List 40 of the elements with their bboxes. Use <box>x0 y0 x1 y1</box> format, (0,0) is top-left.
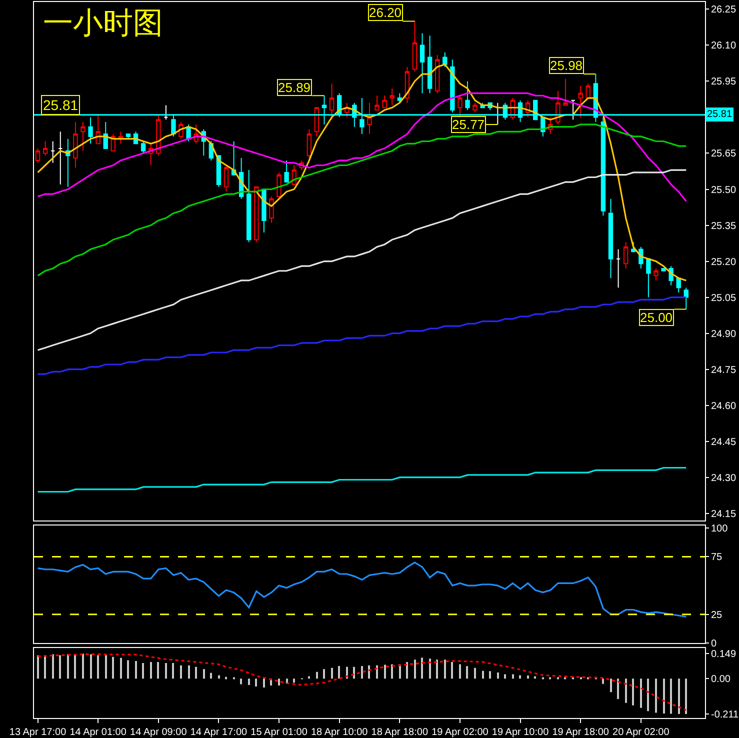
x-tick-label: 14 Apr 09:00 <box>130 727 188 738</box>
y-tick-label: 25 <box>711 610 723 621</box>
y-tick-label: 75 <box>711 552 723 564</box>
y-tick-label: 25.95 <box>711 76 736 88</box>
ref-line-label: 25.81 <box>43 97 78 113</box>
y-tick-label: 24.75 <box>711 364 736 376</box>
x-tick-label: 19 Apr 18:00 <box>552 727 610 738</box>
y-tick-label: 25.05 <box>711 292 736 304</box>
y-tick-label: 26.10 <box>711 40 736 52</box>
annotation: 26.20 <box>369 5 402 20</box>
y-tick-label: 0.149 <box>711 649 736 660</box>
x-tick-label: 19 Apr 02:00 <box>432 727 489 738</box>
y-tick-label: 25.50 <box>711 184 736 196</box>
x-tick-label: 18 Apr 18:00 <box>371 727 428 738</box>
y-tick-label: 26.25 <box>711 4 736 16</box>
y-tick-label: 100 <box>711 523 728 534</box>
y-tick-label: 24.30 <box>711 472 736 484</box>
y-tick-label: 25.65 <box>711 148 736 160</box>
x-tick-label: 14 Apr 01:00 <box>70 727 127 738</box>
annotation: 25.98 <box>550 58 583 73</box>
x-tick-label: 19 Apr 10:00 <box>492 727 550 738</box>
y-tick-label: -0.211 <box>711 709 739 720</box>
y-tick-label: 24.15 <box>711 508 736 520</box>
y-tick-label: 24.90 <box>711 328 736 340</box>
x-tick-label: 15 Apr 01:00 <box>250 727 308 738</box>
chart-title: 一小时图 <box>43 7 163 40</box>
annotation: 25.00 <box>640 310 673 325</box>
y-tick-label: 0.00 <box>711 674 731 686</box>
annotation: 25.77 <box>452 117 485 132</box>
x-tick-label: 18 Apr 10:00 <box>310 727 368 738</box>
y-tick-label: 25.35 <box>711 220 736 232</box>
x-tick-label: 20 Apr 02:00 <box>612 727 670 738</box>
x-tick-label: 13 Apr 17:00 <box>9 727 67 738</box>
text: 25.81 <box>707 109 732 120</box>
y-tick-label: 25.20 <box>711 256 736 268</box>
x-tick-label: 14 Apr 17:00 <box>190 727 248 738</box>
y-tick-label: 24.60 <box>711 400 736 412</box>
annotation: 25.89 <box>278 80 311 95</box>
y-tick-label: 0 <box>711 638 717 650</box>
y-tick-label: 24.45 <box>711 436 736 448</box>
